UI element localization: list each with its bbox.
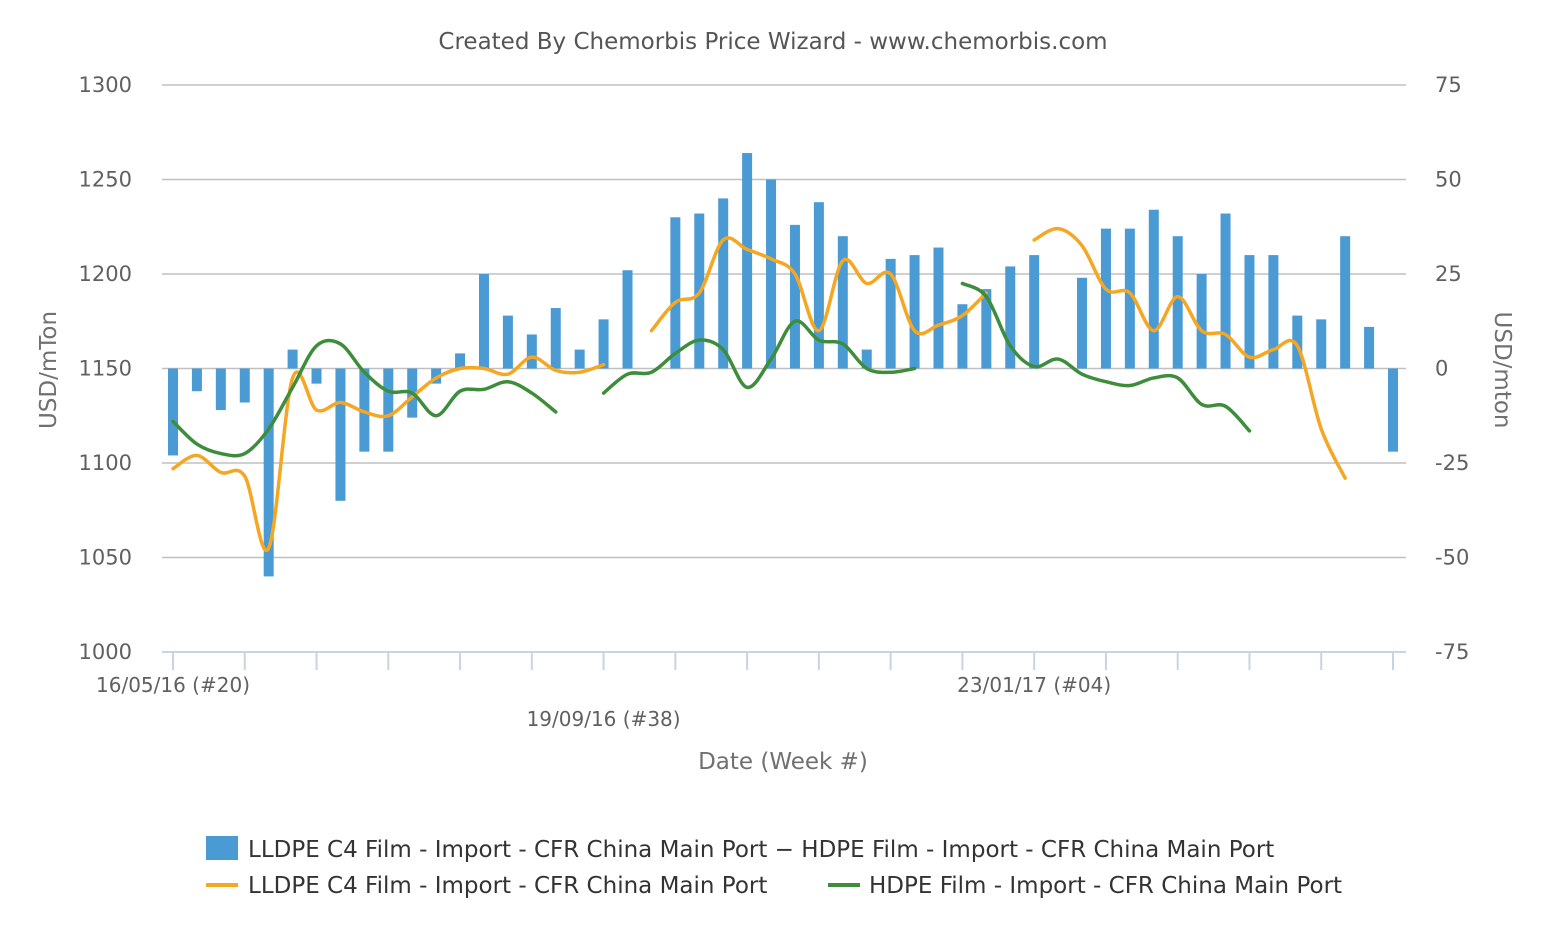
legend-label-lldpe[interactable]: LLDPE C4 Film - Import - CFR China Main … — [248, 873, 767, 899]
y-left-tick-label: 1250 — [79, 168, 132, 192]
bar — [168, 368, 178, 456]
legend: LLDPE C4 Film - Import - CFR China Main … — [206, 836, 1342, 899]
y-left-tick-label: 1050 — [79, 546, 132, 570]
bar — [1196, 274, 1207, 369]
bar — [1388, 368, 1398, 452]
bar — [909, 255, 920, 369]
bar — [1172, 236, 1183, 369]
bar — [191, 368, 202, 392]
x-axis-title: Date (Week #) — [698, 749, 868, 775]
y-right-tick-label: -50 — [1435, 546, 1469, 570]
bar — [1029, 255, 1040, 369]
bar — [311, 368, 322, 384]
line-series — [171, 226, 1347, 553]
y-right-tick-label: 50 — [1435, 168, 1462, 192]
bar — [1292, 315, 1303, 369]
grid-lines — [162, 84, 1406, 653]
bar — [718, 198, 729, 369]
bar — [742, 153, 753, 369]
bar — [1220, 213, 1231, 369]
bar — [1124, 228, 1135, 369]
y-right-tick-label: -75 — [1435, 640, 1469, 664]
lldpe-line-segment — [171, 355, 606, 553]
x-axis: 16/05/16 (#20) 19/09/16 (#38) 23/01/17 (#0… — [96, 651, 1406, 731]
lldpe-line-segment — [1032, 226, 1347, 480]
bar-series — [168, 153, 1398, 577]
y-left-tick-label: 1000 — [79, 640, 132, 664]
bar — [335, 368, 346, 501]
bar — [263, 368, 274, 577]
bar — [1100, 228, 1111, 369]
bar — [287, 349, 298, 369]
bar — [957, 304, 968, 369]
bar — [1364, 326, 1375, 369]
bar — [766, 179, 777, 369]
bar — [813, 202, 824, 369]
hdpe-line-segment — [171, 338, 558, 458]
bar — [885, 258, 896, 369]
bar — [933, 247, 944, 369]
bar — [670, 217, 681, 369]
y-right-tick-label: 75 — [1435, 73, 1462, 97]
bar — [981, 289, 992, 369]
y-right-tick-label: -25 — [1435, 451, 1469, 475]
bar — [359, 368, 370, 452]
lldpe-line-segment — [649, 236, 989, 336]
hdpe-line-segment — [960, 281, 1252, 433]
y-right-tick-label: 0 — [1435, 357, 1448, 381]
y-axis-left-title: USD/mTon — [36, 311, 62, 429]
bar — [789, 224, 800, 369]
bar — [526, 334, 537, 369]
y-right-tick-label: 25 — [1435, 262, 1462, 286]
legend-label-bar[interactable]: LLDPE C4 Film - Import - CFR China Main … — [248, 837, 1274, 863]
bar — [550, 308, 561, 369]
bar — [239, 368, 250, 403]
bar — [1005, 266, 1016, 369]
bar — [383, 368, 394, 452]
y-left-tick-label: 1300 — [79, 73, 132, 97]
bar — [455, 353, 466, 369]
bar — [837, 236, 848, 369]
bar — [574, 349, 585, 369]
bar — [598, 319, 609, 369]
bar — [1077, 277, 1088, 369]
bar — [1340, 236, 1351, 369]
bar — [1244, 255, 1255, 369]
bar — [1316, 319, 1327, 369]
bar — [478, 274, 489, 369]
y-left-tick-label: 1100 — [79, 451, 132, 475]
bar — [215, 368, 226, 411]
legend-label-hdpe[interactable]: HDPE Film - Import - CFR China Main Port — [869, 873, 1342, 899]
y-left-tick-label: 1150 — [79, 357, 132, 381]
x-tick-label: 23/01/17 (#04) — [957, 673, 1111, 697]
x-tick-label: 16/05/16 (#20) — [96, 673, 250, 697]
y-left-tick-label: 1200 — [79, 262, 132, 286]
hdpe-line-segment — [601, 319, 917, 395]
right-axis-ticks: 75 50 25 0 -25 -50 -75 — [1435, 73, 1469, 664]
legend-swatch-bar — [206, 836, 238, 860]
bar — [502, 315, 513, 369]
x-tick-label: 19/09/16 (#38) — [527, 707, 681, 731]
bar — [1148, 209, 1159, 369]
chart-title: Created By Chemorbis Price Wizard - www.… — [438, 29, 1107, 55]
bar — [1268, 255, 1279, 369]
bar — [861, 349, 872, 369]
y-axis-right-title: USD/mton — [1489, 312, 1515, 429]
left-axis-ticks: 1300 1250 1200 1150 1100 1050 1000 — [79, 73, 132, 664]
bar — [622, 270, 633, 369]
